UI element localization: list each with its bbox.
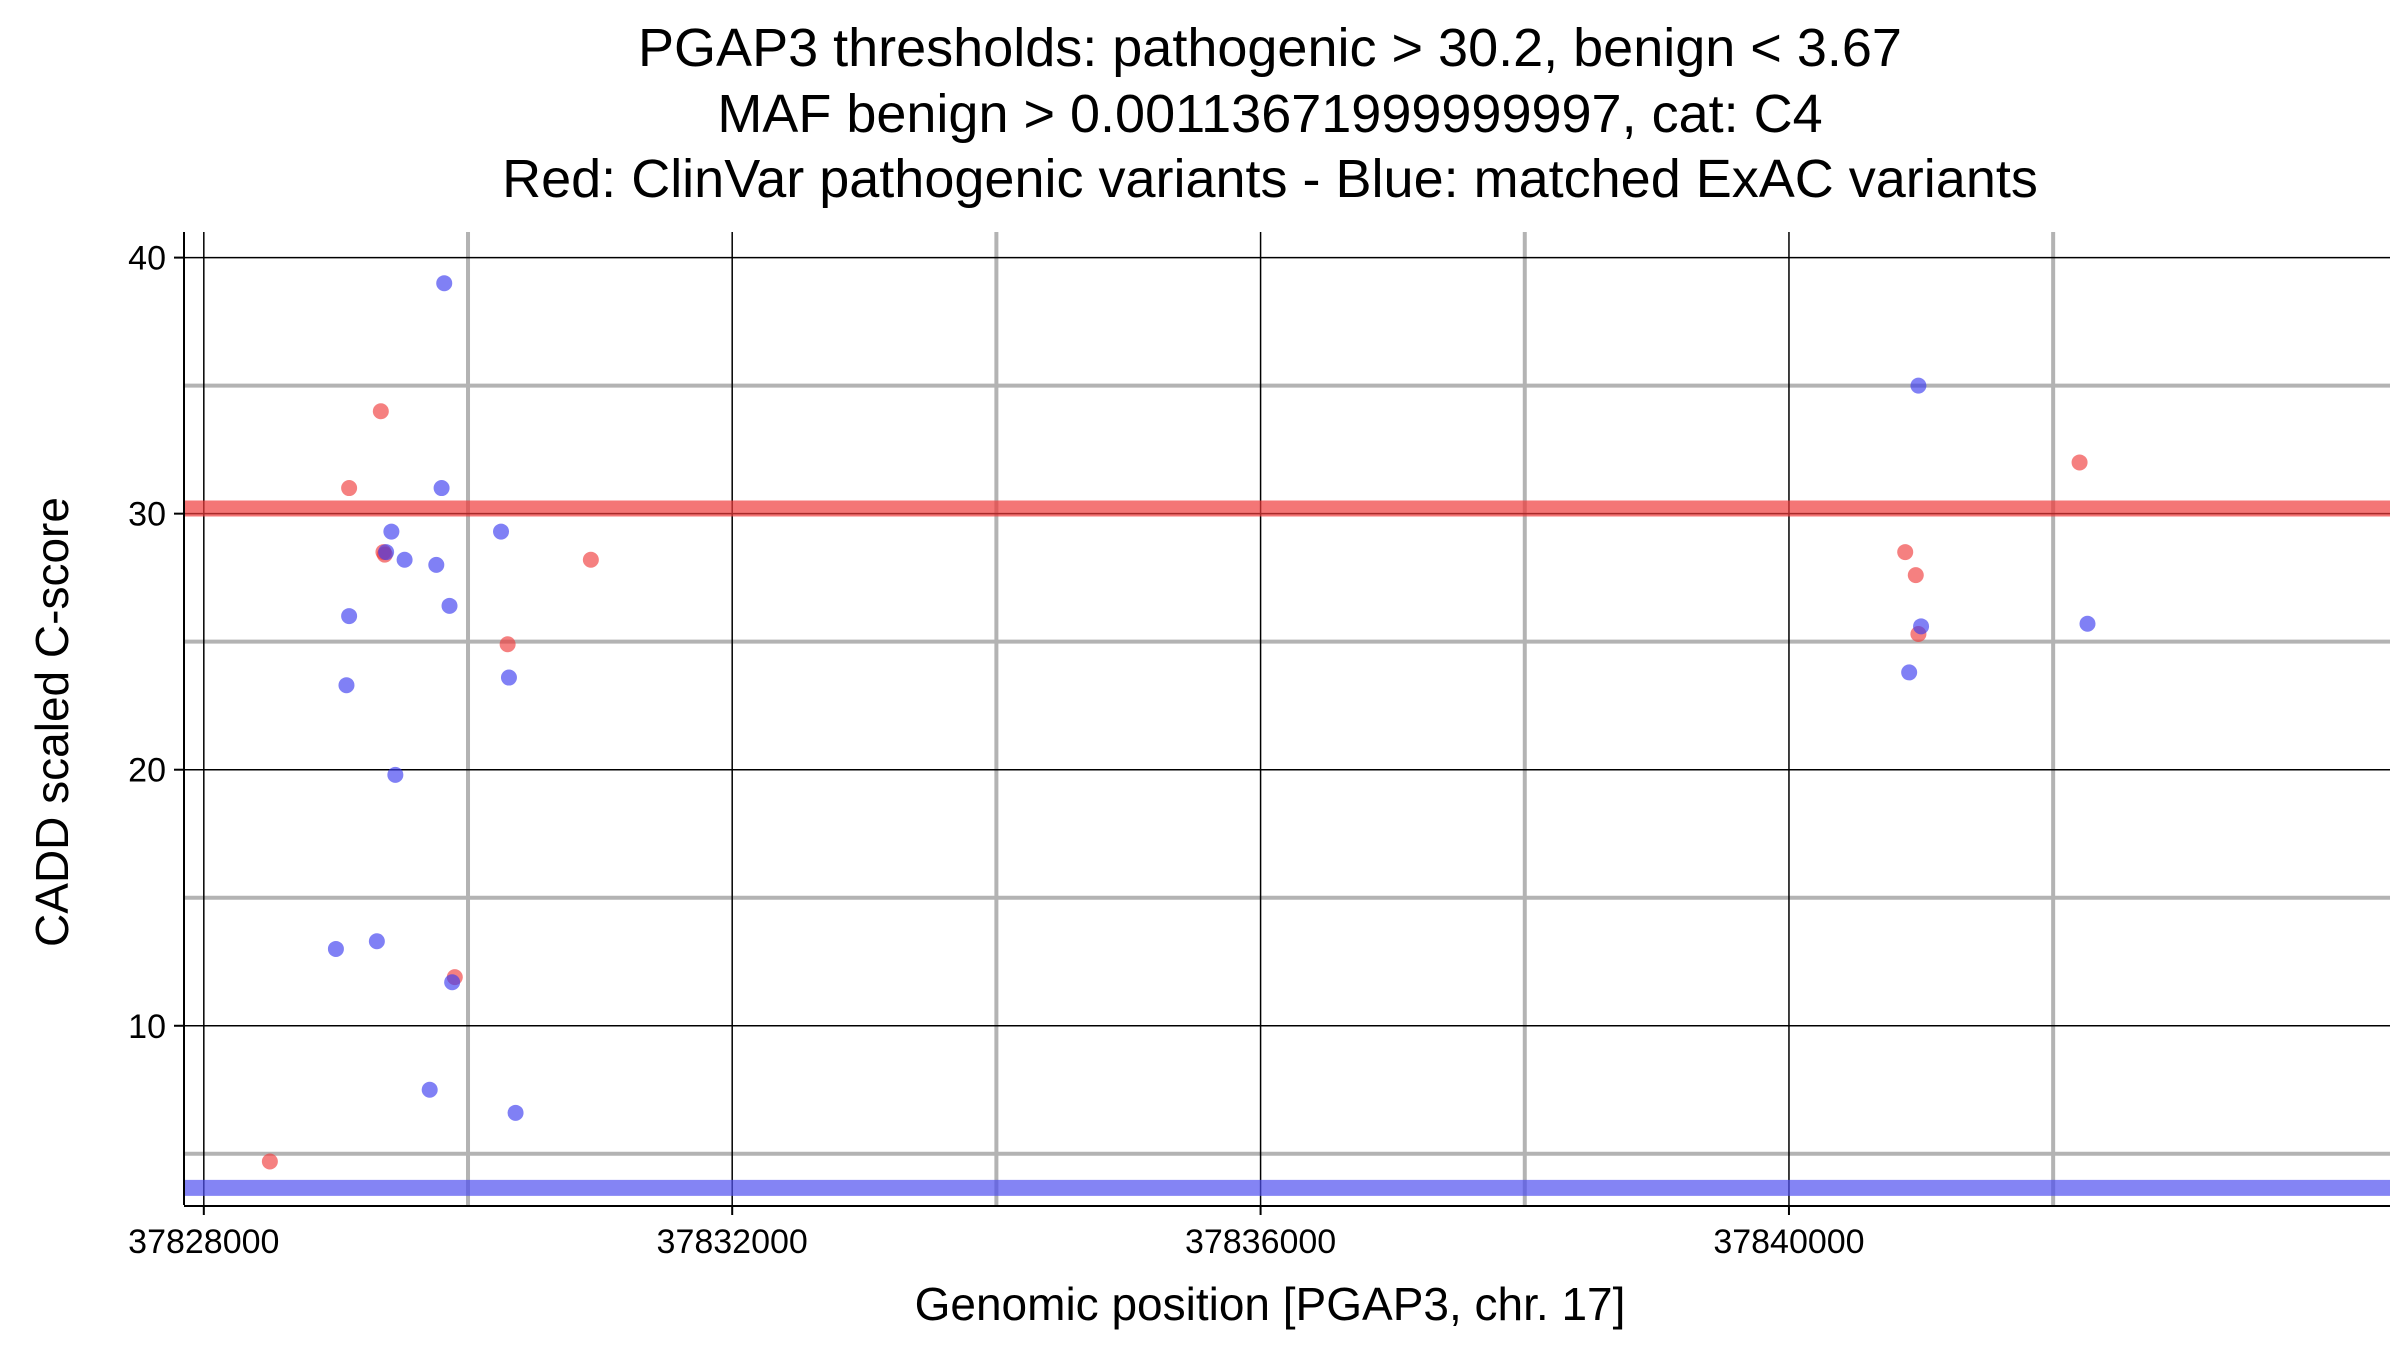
pathogenic-point-0	[261, 1153, 278, 1170]
benign-point-5	[383, 523, 400, 540]
benign-point-11	[436, 275, 453, 292]
benign-point-16	[507, 1104, 524, 1121]
benign-point-2	[341, 608, 358, 625]
y-axis-title: CADD scaled C-score	[26, 497, 78, 947]
benign-point-14	[493, 523, 510, 540]
benign-point-15	[500, 669, 517, 686]
benign-point-3	[368, 933, 385, 950]
x-axis-title: Genomic position [PGAP3, chr. 17]	[915, 1278, 1626, 1330]
benign-point-4	[378, 544, 395, 561]
grid-lines	[184, 232, 2390, 1205]
pathogenic-point-1	[341, 480, 358, 497]
y-tick-label-0: 10	[128, 1008, 166, 1046]
benign-point-0	[327, 940, 344, 957]
benign-point-8	[421, 1081, 438, 1098]
threshold-bands	[184, 500, 2390, 1196]
chart-title-line-2: MAF benign > 0.00113671999999997, cat: C…	[717, 84, 1822, 144]
x-tick-label-1: 37832000	[657, 1223, 808, 1261]
benign-point-9	[428, 556, 445, 573]
pathogenic-point-9	[1907, 567, 1924, 584]
x-tick-label-0: 37828000	[128, 1223, 279, 1261]
benign-point-20	[2079, 615, 2096, 632]
pathogenic-point-6	[499, 636, 516, 653]
benign-point-13	[444, 974, 461, 991]
x-tick-label-3: 37840000	[1713, 1223, 1864, 1261]
chart-title-line-1: PGAP3 thresholds: pathogenic > 30.2, ben…	[638, 18, 1902, 78]
benign-point-12	[441, 597, 458, 614]
benign-point-1	[338, 677, 355, 694]
benign-point-7	[396, 551, 413, 568]
benign-point-19	[1913, 618, 1930, 635]
benign-point-10	[433, 480, 450, 497]
data-points	[261, 275, 2096, 1170]
x-tick-label-2: 37836000	[1185, 1223, 1336, 1261]
benign-point-17	[1901, 664, 1918, 681]
y-tick-label-1: 20	[128, 752, 166, 790]
pathogenic-point-2	[372, 403, 389, 420]
chart-title-line-3: Red: ClinVar pathogenic variants - Blue:…	[502, 149, 2038, 209]
pathogenic-point-11	[2071, 454, 2088, 471]
pathogenic-point-8	[1897, 544, 1914, 561]
tick-labels: 10 20 30 40 37828000 37832000 37836000 37840000	[128, 240, 2390, 1261]
benign-point-6	[387, 766, 404, 783]
pathogenic-point-7	[582, 551, 599, 568]
y-tick-label-3: 40	[128, 240, 166, 278]
y-tick-label-2: 30	[128, 496, 166, 534]
benign-point-18	[1910, 377, 1927, 394]
